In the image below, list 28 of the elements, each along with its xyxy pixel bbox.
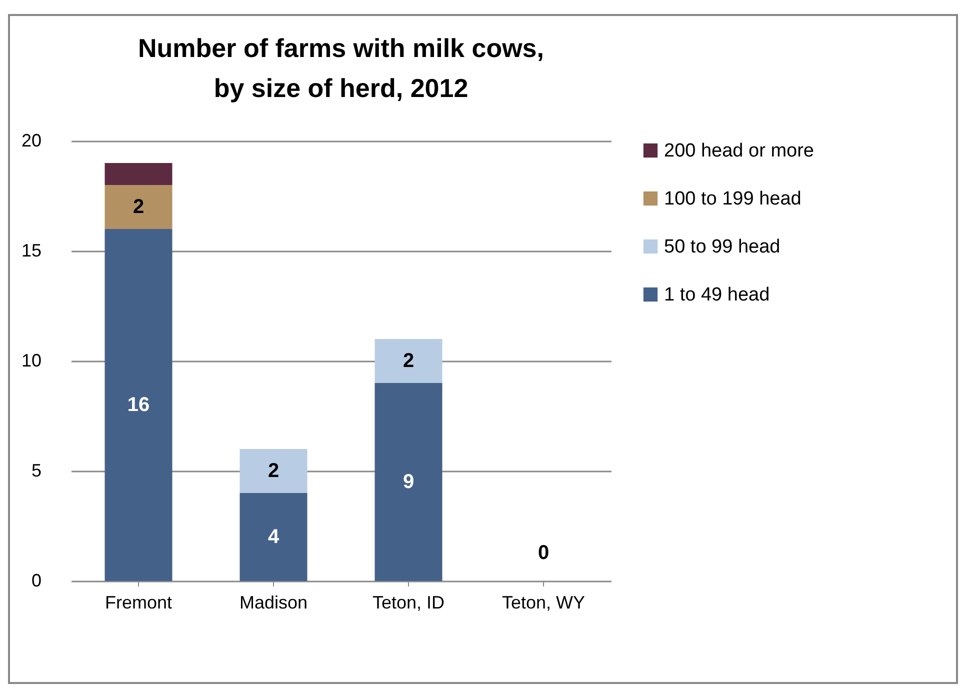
data-label: 0 <box>538 542 550 564</box>
bar <box>240 449 308 493</box>
bar <box>104 163 172 185</box>
data-label: 9 <box>402 471 414 493</box>
bar <box>104 229 172 581</box>
legend-label: 200 head or more <box>664 140 814 162</box>
y-tick-label: 20 <box>21 130 42 150</box>
bar <box>374 383 442 581</box>
legend-label: 1 to 49 head <box>664 284 770 306</box>
x-tick-label: Fremont <box>104 592 172 612</box>
bar <box>104 185 172 229</box>
bar <box>240 493 308 581</box>
data-label: 4 <box>268 526 280 548</box>
bar <box>374 339 442 383</box>
data-label: 2 <box>268 460 280 482</box>
legend-label: 100 to 199 head <box>664 188 802 210</box>
y-tick-label: 10 <box>21 350 42 370</box>
data-label: 2 <box>132 196 144 218</box>
chart-title: Number of farms with milk cows, by size of herd, 2012 <box>138 33 544 103</box>
x-tick-label: Teton, ID <box>372 592 445 612</box>
x-tick-label: Teton, WY <box>502 592 586 612</box>
data-label: 2 <box>402 350 414 372</box>
x-tick-label: Madison <box>239 592 308 612</box>
y-tick-label: 5 <box>31 460 42 480</box>
data-label: 16 <box>127 394 150 416</box>
y-tick-label: 0 <box>31 570 42 590</box>
y-tick-label: 15 <box>21 240 42 260</box>
legend-label: 50 to 99 head <box>664 236 780 258</box>
